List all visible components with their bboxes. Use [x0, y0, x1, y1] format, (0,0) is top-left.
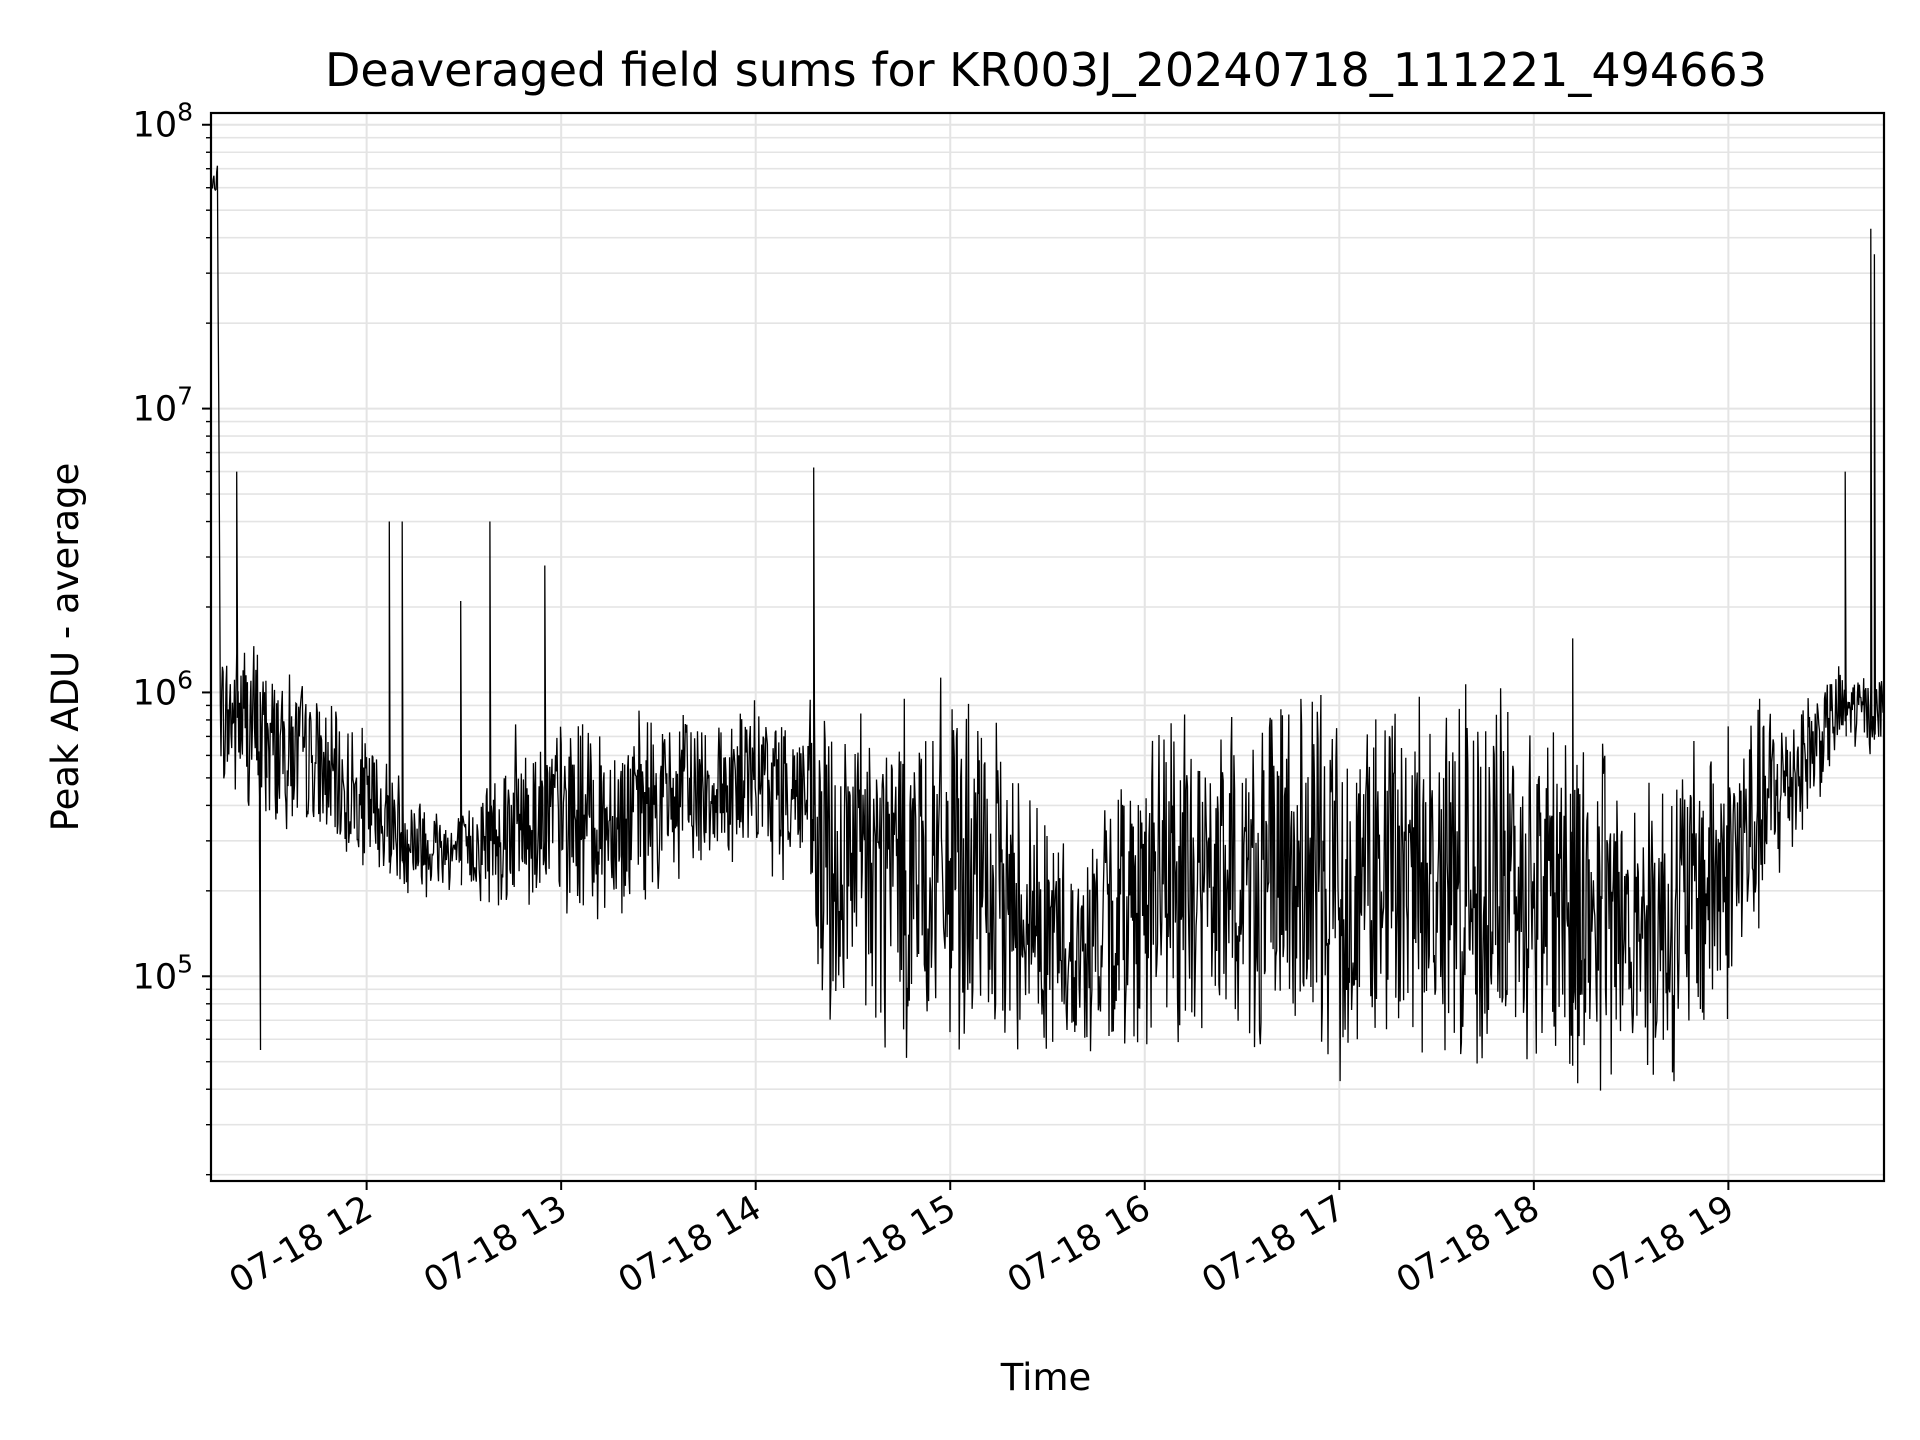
- y-axis-label: Peak ADU - average: [44, 463, 87, 832]
- y-tick-label: 108: [133, 98, 193, 146]
- series-line: [210, 165, 1885, 1091]
- chart-title: Deaveraged field sums for KR003J_2024071…: [325, 43, 1767, 97]
- x-axis-label: Time: [1000, 1356, 1092, 1399]
- y-tick-label: 105: [133, 949, 193, 997]
- y-tick-label: 106: [133, 665, 193, 713]
- y-tick-label: 107: [133, 382, 193, 430]
- axes-frame: [209, 111, 1886, 1183]
